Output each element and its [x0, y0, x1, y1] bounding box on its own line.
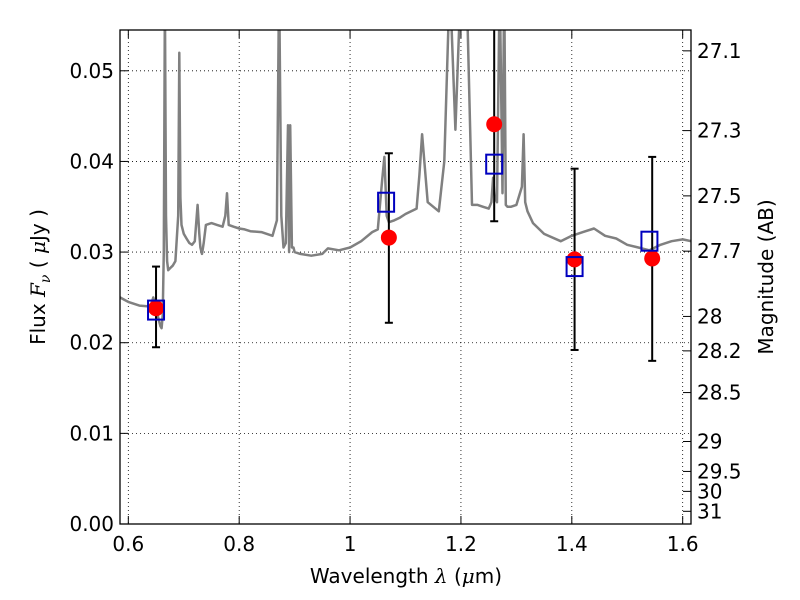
y2-axis-title: Magnitude (AB)	[754, 199, 778, 354]
y-tick-label: 0.01	[69, 421, 114, 445]
y2-tick-label: 27.1	[697, 39, 742, 63]
x-axis-title: Wavelength λ (μm)	[310, 564, 502, 588]
observed-point	[644, 250, 661, 267]
x-tick-label: 1	[344, 532, 357, 556]
y2-tick-label: 28	[697, 304, 722, 328]
y2-tick-label: 31	[697, 499, 722, 523]
observed-point	[148, 300, 165, 317]
y2-tick-label: 28.2	[697, 339, 742, 363]
y2-tick-label: 29.5	[697, 459, 742, 483]
y2-tick-label: 28.5	[697, 381, 742, 405]
model-band-point	[640, 230, 659, 252]
model-band-points	[147, 153, 659, 321]
y-tick-label: 0.02	[69, 331, 114, 355]
y2-tick-label: 27.7	[697, 239, 742, 263]
y-tick-label: 0.04	[69, 149, 114, 173]
y-tick-label: 0.03	[69, 240, 114, 264]
plot-frame	[119, 29, 692, 525]
y2-tick-label: 27.3	[697, 119, 742, 143]
y-axis-title: Flux Fν ( μJy )	[26, 209, 54, 345]
x-tick-label: 0.6	[112, 532, 144, 556]
y-axis-ticks: 0.00 0.01 0.02 0.03 0.04 0.05	[69, 59, 128, 536]
y2-tick-label: 30	[697, 479, 722, 503]
model-band-point	[147, 299, 166, 321]
model-band-point	[565, 256, 584, 278]
x-axis-ticks: 0.6 0.8 1 1.2 1.4 1.6	[112, 30, 699, 556]
observed-point	[486, 116, 503, 133]
x-tick-label: 1.2	[445, 532, 477, 556]
observed-point	[566, 251, 583, 268]
plot-background	[120, 30, 691, 524]
model-sed-line	[120, 30, 691, 330]
model-band-point	[377, 191, 396, 213]
x-tick-label: 0.8	[223, 532, 255, 556]
y-tick-label: 0.05	[69, 59, 114, 83]
x-tick-label: 1.4	[556, 532, 588, 556]
y-tick-label: 0.00	[69, 512, 114, 536]
model-band-point	[485, 153, 504, 175]
observed-point	[380, 229, 397, 246]
y2-tick-label: 27.5	[697, 184, 742, 208]
y2-tick-label: 29	[697, 430, 722, 454]
x-tick-label: 1.6	[667, 532, 699, 556]
